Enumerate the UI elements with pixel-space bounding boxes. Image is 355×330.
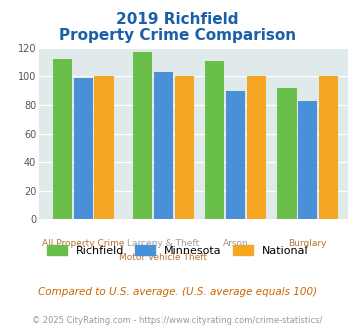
Bar: [319, 77, 338, 219]
Text: Burglary: Burglary: [289, 239, 327, 248]
Text: Larceny & Theft: Larceny & Theft: [127, 239, 200, 248]
Text: Compared to U.S. average. (U.S. average equals 100): Compared to U.S. average. (U.S. average …: [38, 287, 317, 297]
Bar: [73, 78, 93, 219]
Bar: [175, 77, 194, 219]
Bar: [154, 72, 173, 219]
Bar: [247, 77, 266, 219]
Legend: Richfield, Minnesota, National: Richfield, Minnesota, National: [42, 240, 313, 260]
Bar: [226, 91, 245, 219]
Bar: [94, 77, 114, 219]
Bar: [205, 61, 224, 219]
Bar: [277, 88, 296, 219]
Bar: [298, 101, 317, 219]
Text: All Property Crime: All Property Crime: [42, 239, 124, 248]
Bar: [133, 52, 152, 219]
Text: Property Crime Comparison: Property Crime Comparison: [59, 28, 296, 43]
Text: 2019 Richfield: 2019 Richfield: [116, 12, 239, 26]
Text: Motor Vehicle Theft: Motor Vehicle Theft: [119, 253, 207, 262]
Text: Arson: Arson: [223, 239, 248, 248]
Bar: [53, 59, 72, 219]
Text: © 2025 CityRating.com - https://www.cityrating.com/crime-statistics/: © 2025 CityRating.com - https://www.city…: [32, 315, 323, 325]
